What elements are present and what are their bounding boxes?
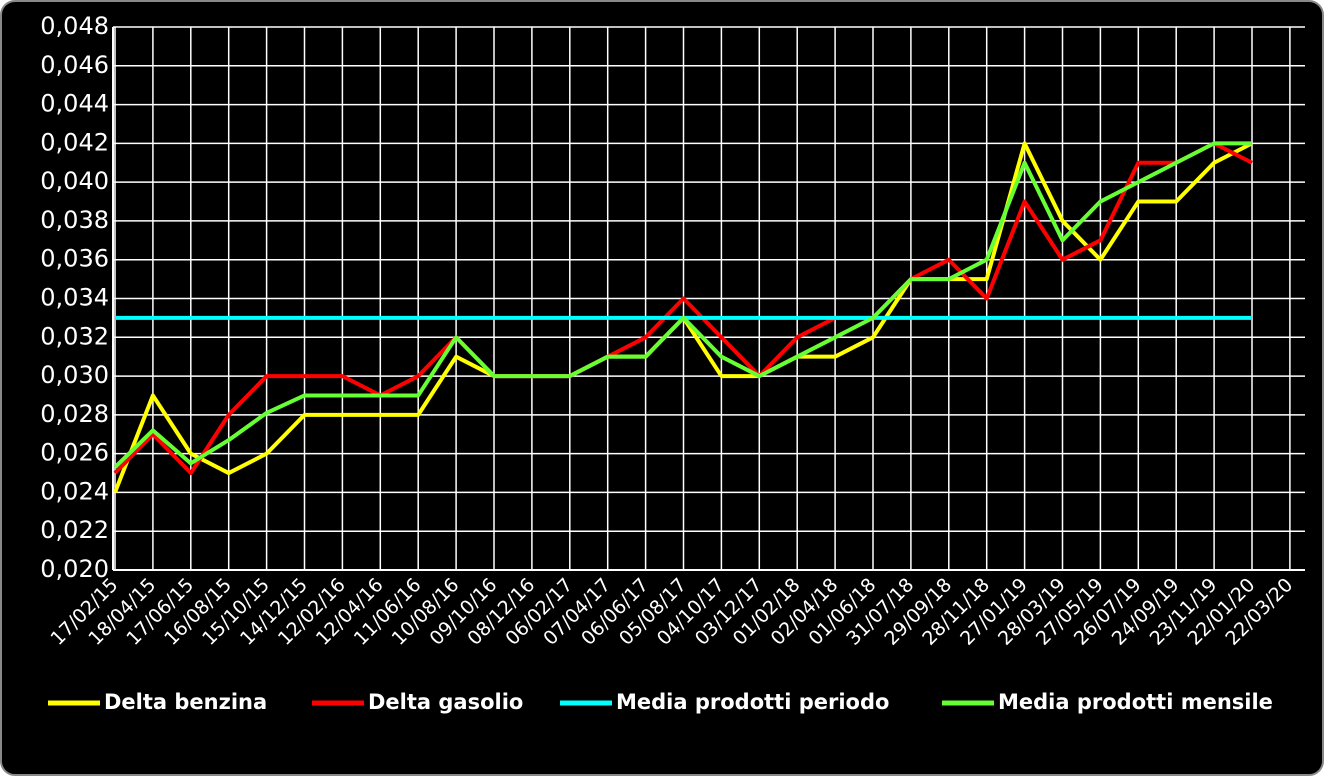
y-tick-label: 0,034 [40, 284, 109, 312]
y-tick-label: 0,038 [40, 206, 109, 234]
y-tick-label: 0,022 [40, 516, 109, 544]
y-tick-label: 0,026 [40, 439, 109, 467]
y-tick-label: 0,040 [40, 167, 109, 195]
series-line [113, 141, 1252, 469]
y-tick-label: 0,048 [40, 12, 109, 40]
legend-label: Delta benzina [104, 690, 267, 714]
legend-label: Media prodotti periodo [616, 690, 889, 714]
y-tick-label: 0,044 [40, 90, 109, 118]
series-line [113, 141, 1253, 476]
y-tick-label: 0,032 [40, 322, 109, 350]
y-tick-label: 0,020 [40, 555, 109, 583]
y-tick-label: 0,036 [40, 245, 109, 273]
legend-label: Delta gasolio [368, 690, 523, 714]
y-tick-label: 0,046 [40, 51, 109, 79]
y-tick-label: 0,024 [40, 477, 109, 505]
y-tick-label: 0,030 [40, 361, 109, 389]
y-tick-label: 0,042 [40, 128, 109, 156]
y-tick-label: 0,028 [40, 400, 109, 428]
legend-label: Media prodotti mensile [998, 690, 1273, 714]
